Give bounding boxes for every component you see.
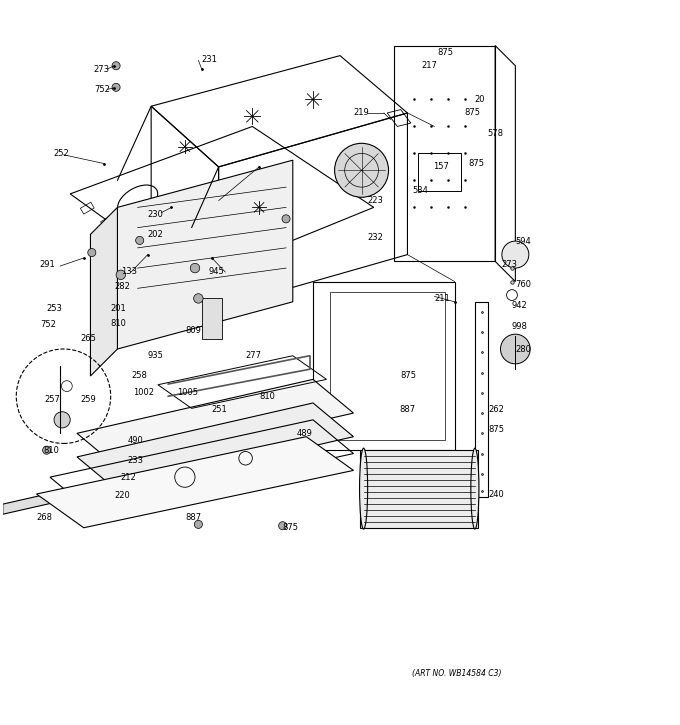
Text: 240: 240 [488,489,504,499]
Circle shape [279,522,287,530]
Text: 231: 231 [202,54,218,64]
Polygon shape [3,471,151,514]
Text: 942: 942 [512,301,528,310]
Bar [202,299,222,339]
Circle shape [335,144,388,197]
Polygon shape [118,160,293,349]
Text: 578: 578 [487,129,503,138]
Text: 1005: 1005 [177,389,198,397]
Polygon shape [90,207,118,376]
Text: (ART NO. WB14584 C3): (ART NO. WB14584 C3) [412,669,502,678]
Text: 201: 201 [111,304,126,313]
Circle shape [190,263,200,273]
Text: 268: 268 [37,513,52,522]
Text: 273: 273 [94,65,110,74]
Text: 259: 259 [80,395,96,404]
Text: 217: 217 [421,61,437,70]
Text: 223: 223 [367,196,383,205]
Text: 258: 258 [131,371,147,381]
Text: 1002: 1002 [133,389,154,397]
Text: 133: 133 [121,267,137,276]
Circle shape [135,236,143,244]
Polygon shape [37,436,354,528]
Text: 887: 887 [399,405,415,414]
Bar [101,216,114,228]
Text: 232: 232 [367,233,383,242]
Bar [418,154,462,191]
Text: 20: 20 [475,95,486,104]
Circle shape [282,215,290,223]
Circle shape [54,412,70,428]
Text: 887: 887 [185,513,201,522]
Text: 251: 251 [212,405,228,414]
Text: 277: 277 [245,351,262,360]
Text: 935: 935 [148,351,164,360]
Text: 291: 291 [40,260,56,269]
Text: 810: 810 [259,392,275,401]
Text: 998: 998 [512,322,528,331]
Bar [80,202,95,214]
Circle shape [112,62,120,70]
Text: 875: 875 [283,523,299,532]
Text: 875: 875 [468,159,484,168]
Circle shape [194,521,203,529]
Text: 490: 490 [128,436,143,444]
Text: 489: 489 [296,428,312,438]
Text: 752: 752 [40,320,56,328]
Circle shape [43,446,51,455]
Ellipse shape [471,448,479,529]
Text: 257: 257 [45,395,61,404]
Text: 810: 810 [44,446,59,455]
Text: 282: 282 [114,283,130,291]
Text: 265: 265 [80,334,96,344]
Text: 945: 945 [209,267,224,276]
Text: 212: 212 [121,473,137,481]
Bar [360,450,478,528]
Text: 157: 157 [433,162,449,171]
Text: 273: 273 [502,260,518,269]
Text: 875: 875 [488,426,505,434]
Text: 219: 219 [354,109,369,117]
Circle shape [116,270,126,280]
Text: 233: 233 [128,456,143,465]
Ellipse shape [360,448,368,529]
Text: 752: 752 [94,85,109,94]
Circle shape [88,249,96,257]
Text: 594: 594 [515,236,531,246]
Circle shape [194,294,203,303]
Text: 262: 262 [488,405,505,414]
Text: 211: 211 [435,294,450,303]
Text: 220: 220 [114,491,130,500]
Text: 230: 230 [148,210,164,219]
Text: 253: 253 [47,304,63,313]
Text: 875: 875 [438,48,454,57]
Text: 875: 875 [464,109,481,117]
Text: 534: 534 [413,186,428,195]
Text: 760: 760 [515,281,531,289]
Polygon shape [77,379,354,467]
Text: 809: 809 [185,326,201,335]
Text: 252: 252 [53,149,69,158]
Text: 875: 875 [401,371,417,381]
Polygon shape [77,403,354,491]
Text: 810: 810 [111,319,126,328]
Circle shape [500,334,530,364]
Text: 280: 280 [515,344,531,354]
Circle shape [502,241,529,268]
Circle shape [112,83,120,91]
Text: 202: 202 [148,230,163,239]
